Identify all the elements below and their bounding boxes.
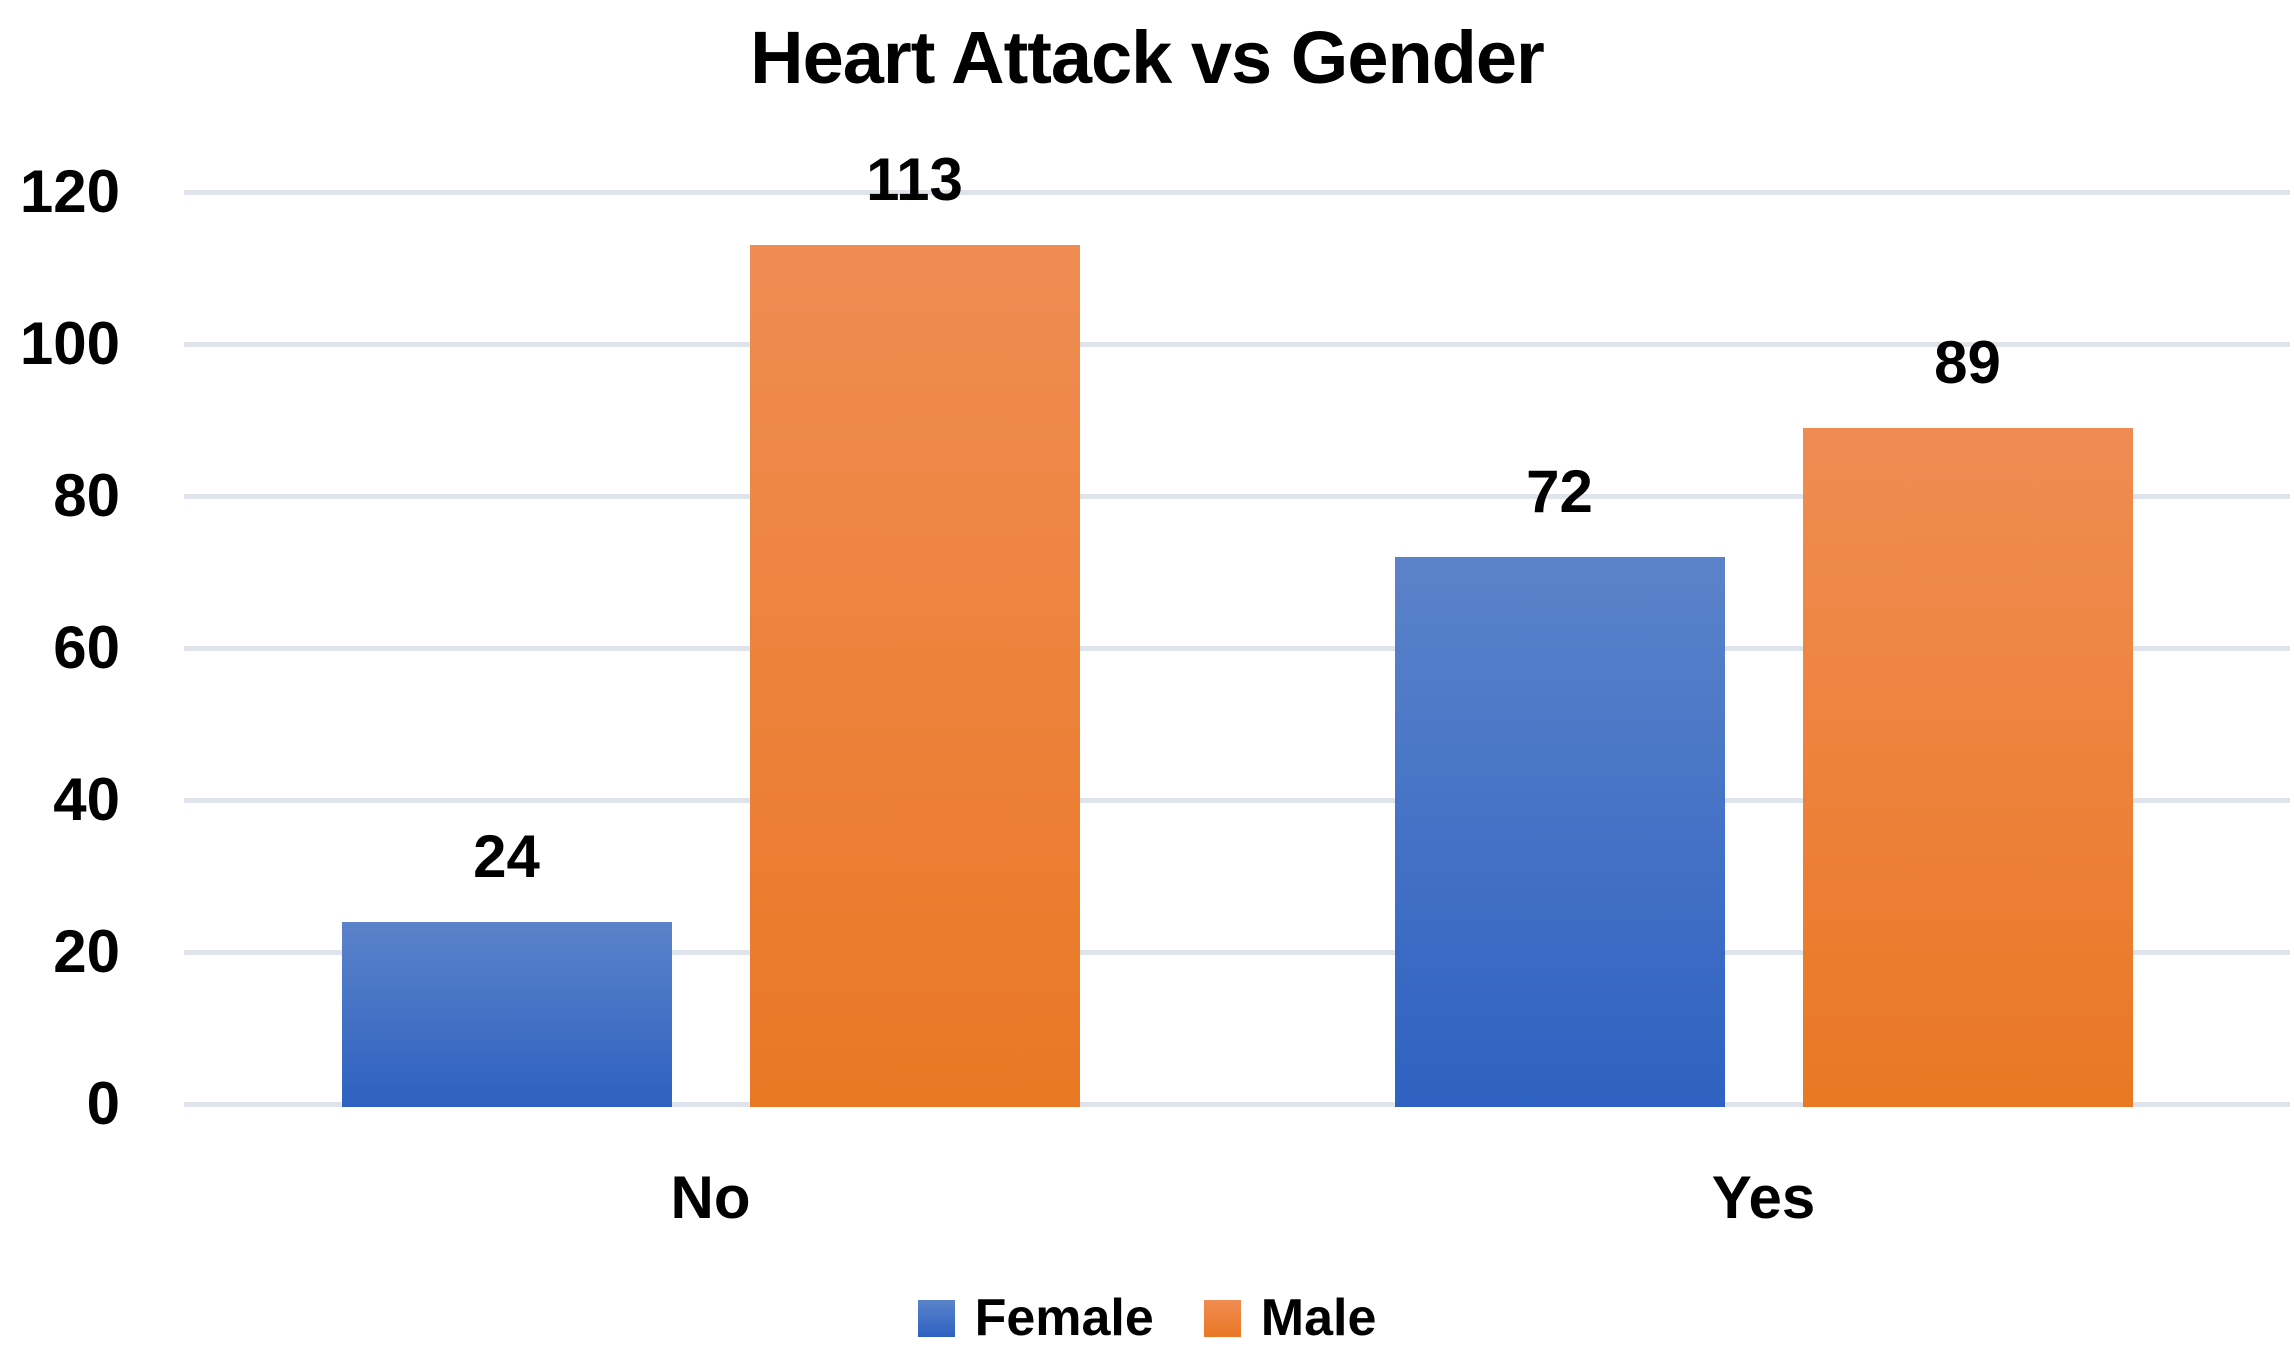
bar-female-yes (1394, 556, 1725, 1107)
gridline (184, 494, 2290, 499)
legend-swatch-male (1203, 1299, 1241, 1337)
value-label: 113 (866, 146, 963, 214)
gridline (184, 950, 2290, 955)
y-tick-label: 120 (19, 158, 120, 225)
chart-title: Heart Attack vs Gender (750, 16, 1545, 99)
y-tick-label: 100 (19, 310, 120, 377)
legend-item-female: Female (917, 1289, 1154, 1347)
value-label: 72 (1526, 457, 1593, 525)
legend-label: Female (974, 1289, 1154, 1347)
gridline (184, 1102, 2290, 1107)
y-tick-label: 60 (53, 614, 120, 681)
value-label: 89 (1934, 328, 2001, 396)
value-label: 24 (473, 822, 540, 890)
gridline (184, 798, 2290, 803)
y-tick-label: 0 (86, 1070, 120, 1137)
y-tick-label: 20 (53, 918, 120, 985)
y-tick-label: 40 (53, 766, 120, 833)
bar-male-yes (1802, 427, 2133, 1107)
y-tick-label: 80 (53, 462, 120, 529)
legend-label: Male (1260, 1289, 1377, 1347)
legend: Female Male (0, 1292, 2294, 1344)
bar-male-no (749, 245, 1080, 1107)
legend-swatch-female (917, 1299, 955, 1337)
bar-female-no (341, 921, 672, 1107)
gridline (184, 342, 2290, 347)
category-label-no: No (670, 1164, 751, 1231)
category-label-yes: Yes (1711, 1164, 1816, 1231)
gridline (184, 646, 2290, 651)
legend-item-male: Male (1203, 1289, 1377, 1347)
gridline (184, 190, 2290, 195)
